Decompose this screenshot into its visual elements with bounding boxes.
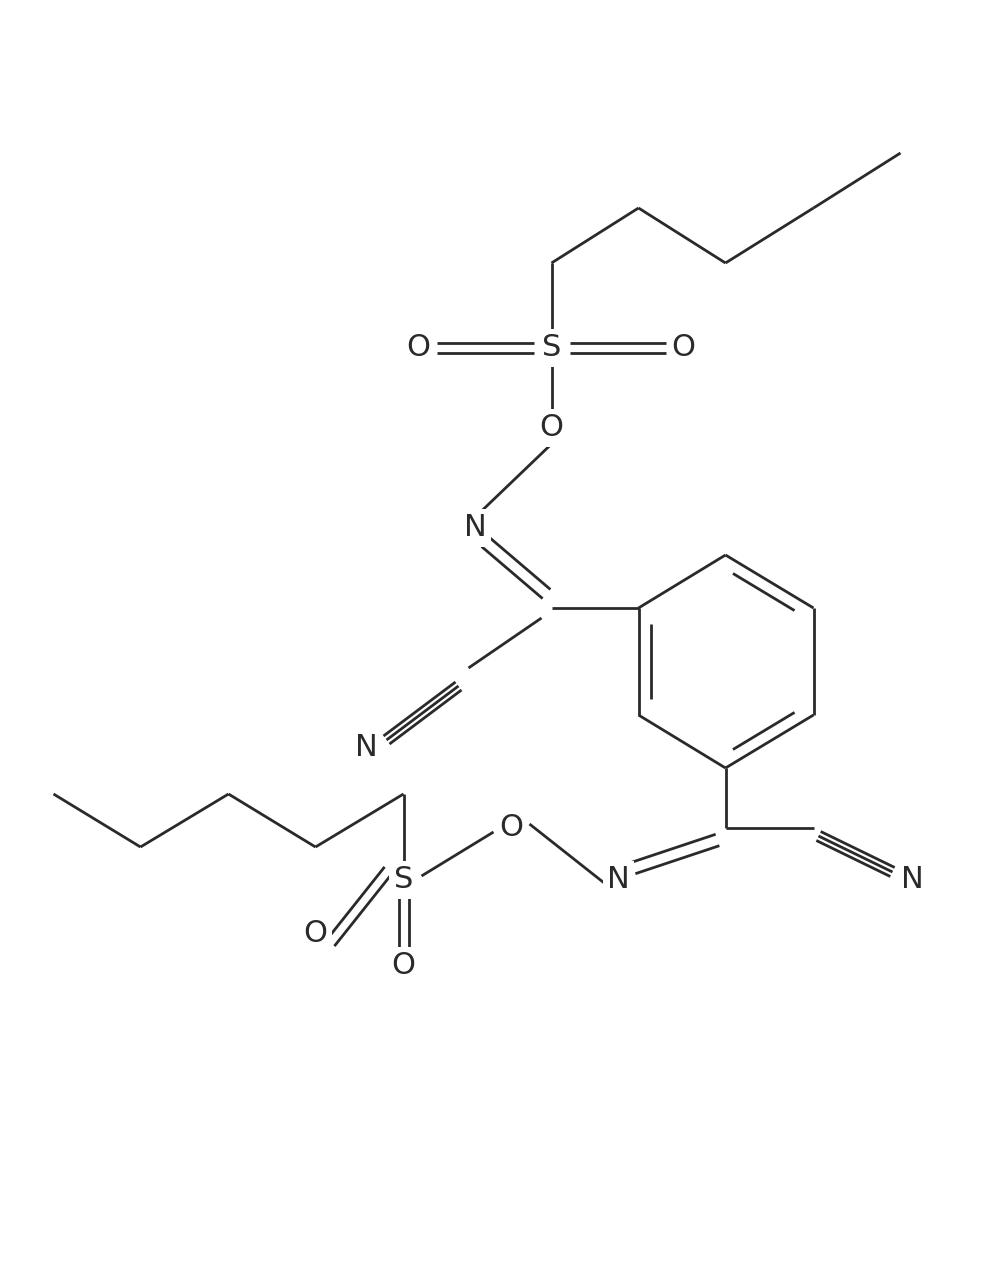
Text: O: O <box>407 333 431 363</box>
Text: O: O <box>672 333 696 363</box>
Text: S: S <box>394 866 413 894</box>
Text: O: O <box>499 814 524 842</box>
Text: N: N <box>355 733 378 762</box>
Text: O: O <box>540 413 564 443</box>
Text: N: N <box>607 866 629 894</box>
Text: S: S <box>542 333 561 363</box>
Text: N: N <box>464 514 486 543</box>
Text: O: O <box>303 918 327 947</box>
Text: O: O <box>392 951 416 980</box>
Text: N: N <box>901 866 923 894</box>
